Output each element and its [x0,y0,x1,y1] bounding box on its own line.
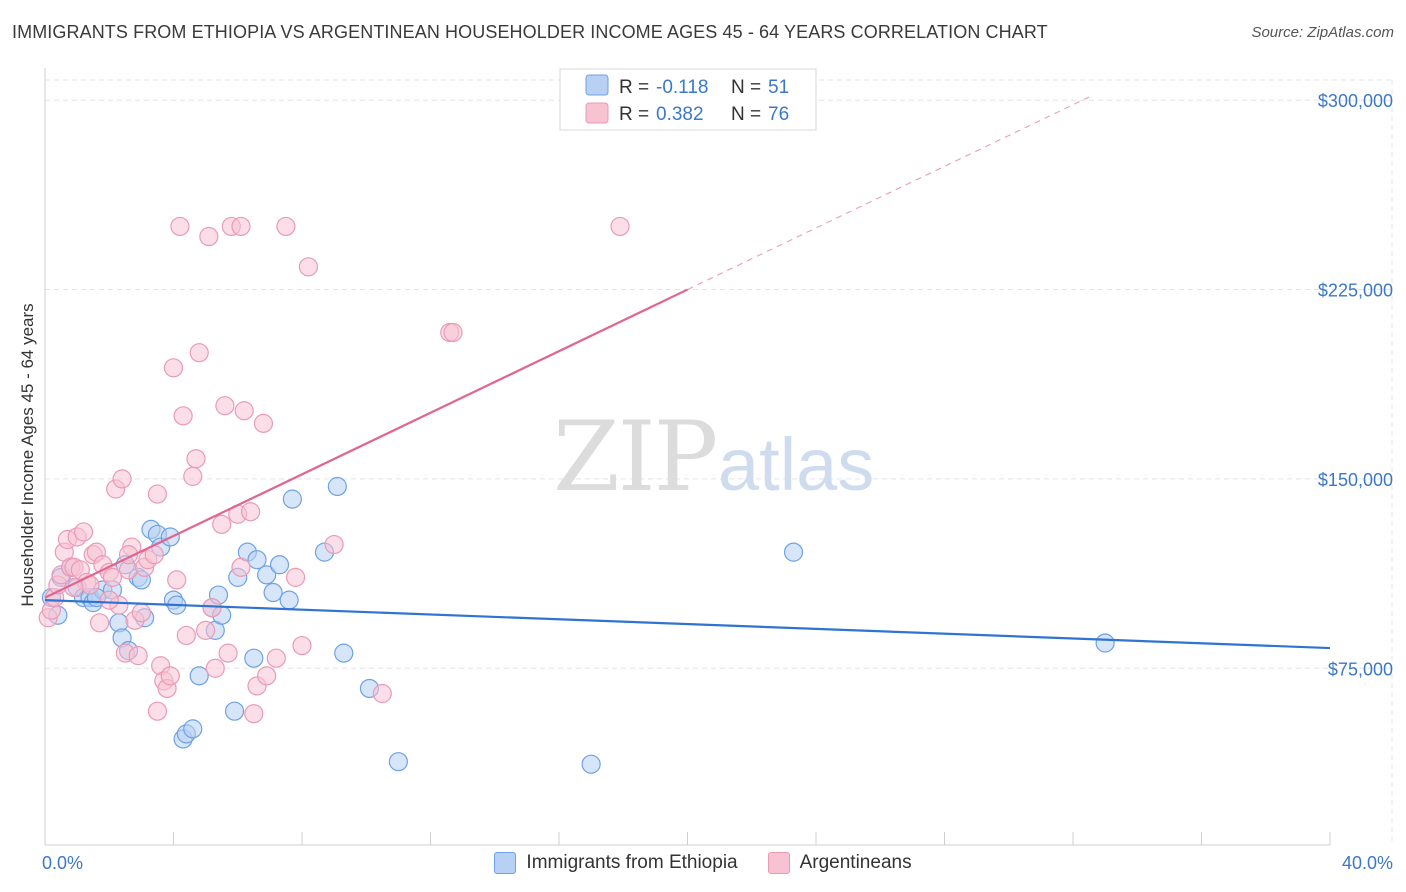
point-s1-70 [99,590,119,610]
legend-n-label-1: N = [731,77,761,98]
point-s1-46 [212,514,232,534]
legend-label-ethiopia: Immigrants from Ethiopia [526,852,738,873]
point-s1-51 [231,216,251,237]
point-s1-62 [298,257,319,277]
legend-n-value-2: 76 [768,104,789,125]
y-tick-label-3: $300,000 [1318,91,1393,111]
point-s1-18 [102,567,123,587]
x-tick-labels: 0.0% 40.0% [42,853,1393,873]
point-s1-36 [163,358,184,378]
y-tick-label-2: $225,000 [1318,281,1393,301]
point-s1-27 [131,603,151,623]
point-s0-44 [388,752,408,772]
legend-swatch-argentineans-bottom [767,852,790,874]
point-s1-73 [231,557,251,577]
bottom-legend: Immigrants from Ethiopia Argentineans [0,852,1406,874]
point-s1-42 [189,343,209,363]
point-s1-31 [147,484,168,504]
watermark-atlas: atlas [718,423,874,506]
point-s0-30 [224,701,245,721]
point-s1-74 [202,598,222,618]
point-s1-67 [610,216,630,237]
point-s1-48 [218,643,238,663]
point-s1-38 [173,406,193,426]
point-s1-68 [147,701,168,721]
point-s1-52 [234,401,254,421]
legend-r-label-1: R = [619,77,649,98]
legend-r-value-2: 0.382 [656,104,704,125]
point-s0-48 [1095,633,1115,653]
point-s1-64 [372,683,392,704]
point-s1-57 [257,666,277,686]
legend-item-ethiopia: Immigrants from Ethiopia [494,852,738,874]
point-s1-37 [170,216,190,237]
point-s1-43 [196,620,216,640]
point-s0-39 [282,489,302,509]
grid-lines [45,79,1393,845]
point-s0-46 [581,754,601,774]
point-s1-35 [160,666,180,686]
legend-label-argentineans: Argentineans [799,852,912,873]
point-s1-72 [167,570,187,590]
axes [44,68,1331,846]
point-s0-24 [183,719,203,739]
trend-line-0 [44,598,1331,650]
point-s0-35 [257,565,277,585]
point-s0-33 [244,648,264,668]
point-s1-54 [244,704,264,724]
chart-title: IMMIGRANTS FROM ETHIOPIA VS ARGENTINEAN … [12,22,1048,42]
point-s0-34 [247,550,267,570]
legend-item-argentineans: Argentineans [767,852,912,874]
legend-swatch-ethiopia [585,74,609,96]
point-s1-44 [199,226,219,247]
point-s0-38 [279,590,299,610]
point-s1-66 [443,322,463,343]
point-s1-53 [241,502,261,522]
point-s0-42 [334,643,354,663]
y-tick-label-0: $75,000 [1328,659,1393,679]
point-s1-26 [128,646,148,666]
watermark: ZIP atlas [553,401,874,513]
trend-lines [44,96,1331,650]
point-s0-41 [327,476,347,497]
y-tick-labels: $75,000 $150,000 $225,000 $300,000 [1318,91,1393,679]
point-s1-63 [324,534,344,555]
point-s1-11 [73,522,94,542]
point-s1-41 [186,449,206,469]
point-s1-58 [266,648,286,668]
point-s0-47 [783,542,804,562]
y-tick-label-1: $150,000 [1318,470,1393,490]
point-s0-25 [189,666,209,686]
point-s0-36 [263,582,283,603]
source-label: Source: ZipAtlas.com [1251,24,1394,41]
point-s1-59 [276,216,296,237]
point-s0-37 [269,555,290,575]
watermark-zip: ZIP [553,401,716,513]
point-s1-56 [253,413,274,433]
trend-line-1 [44,288,688,599]
data-points [38,216,1115,774]
trend-line-dashed-1 [687,96,1090,291]
legend-swatch-ethiopia-bottom [494,852,517,874]
point-s1-39 [176,625,196,646]
top-legend: R = -0.118 N = 51 R = 0.382 N = 76 [559,68,817,131]
point-s1-60 [285,567,306,587]
point-s1-40 [183,466,203,486]
point-s1-45 [205,658,225,678]
legend-r-label-2: R = [619,104,649,125]
legend-n-label-2: N = [731,104,761,125]
x-tick-label-1: 40.0% [1342,853,1393,873]
point-s1-15 [90,613,110,633]
legend-n-value-1: 51 [768,77,789,98]
legend-swatch-argentineans [585,102,609,124]
legend-r-value-1: -0.118 [656,77,708,98]
x-tick-label-0: 0.0% [42,853,83,873]
point-s1-47 [215,396,235,416]
point-s1-61 [292,635,312,656]
point-s1-21 [112,469,132,489]
